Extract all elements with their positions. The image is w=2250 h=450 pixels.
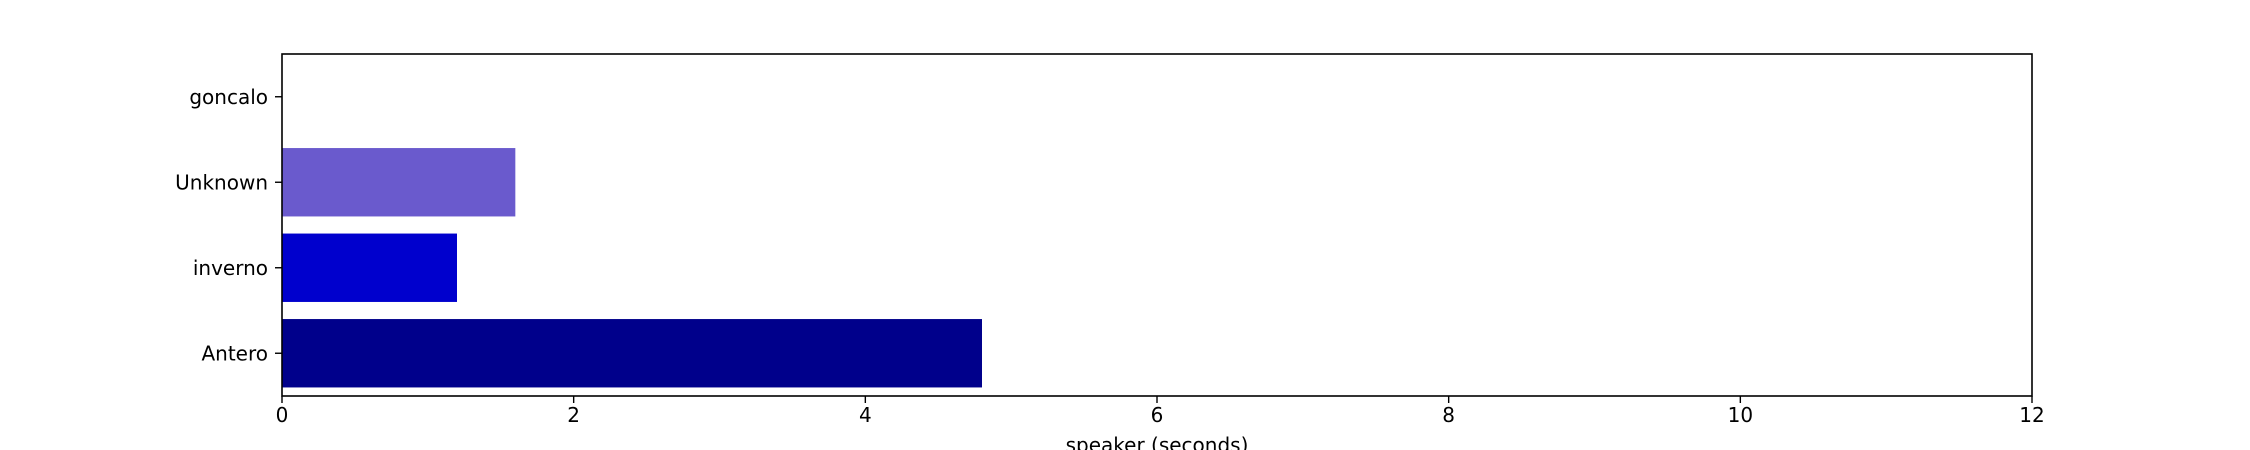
- y-tick-label: Antero: [201, 341, 268, 365]
- bar-unknown: [282, 148, 516, 217]
- x-tick-label: 8: [1442, 403, 1455, 427]
- y-tick-label: Unknown: [175, 170, 268, 194]
- bar-inverno: [282, 233, 457, 302]
- x-axis: 0 2 4 6 8 10 12: [276, 396, 2045, 427]
- y-axis: Antero inverno Unknown goncalo: [175, 85, 282, 365]
- x-tick-label: 12: [2019, 403, 2044, 427]
- x-tick-label: 4: [859, 403, 872, 427]
- y-tick-label: inverno: [193, 256, 268, 280]
- plot-frame: [281, 53, 2033, 397]
- x-tick-label: 10: [1728, 403, 1753, 427]
- x-axis-label: speaker (seconds): [1066, 433, 1249, 450]
- bars-group: [282, 148, 982, 388]
- y-tick-label: goncalo: [189, 85, 268, 109]
- x-tick-label: 2: [567, 403, 580, 427]
- x-tick-label: 0: [276, 403, 289, 427]
- x-tick-label: 6: [1151, 403, 1164, 427]
- bar-antero: [282, 319, 982, 388]
